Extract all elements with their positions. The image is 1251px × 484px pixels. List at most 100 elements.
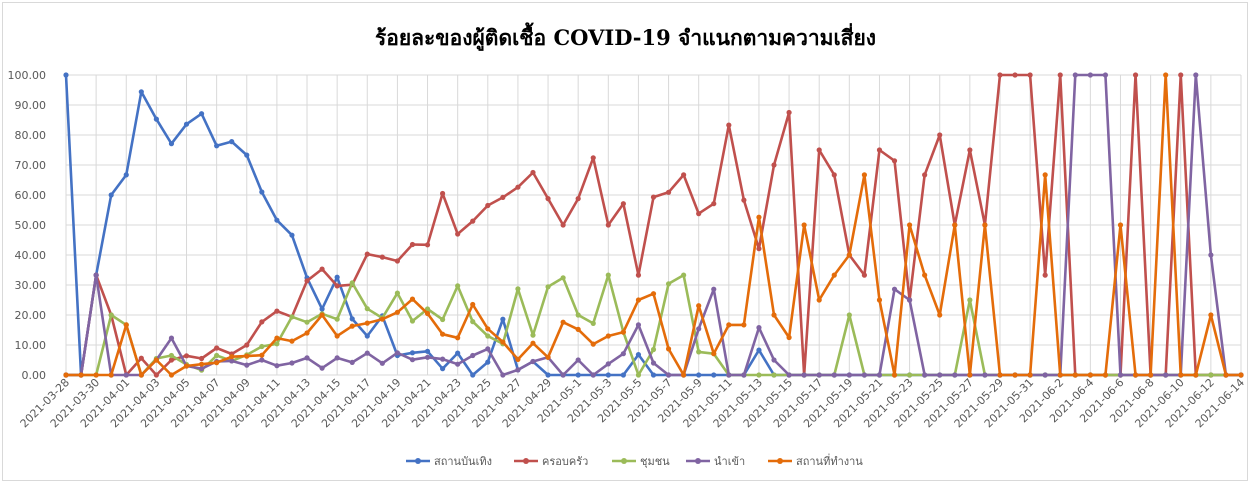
data-point bbox=[861, 272, 867, 278]
data-point bbox=[530, 332, 536, 338]
legend-entry: ครอบครัว bbox=[514, 455, 588, 468]
data-point bbox=[304, 278, 310, 284]
data-point bbox=[861, 172, 867, 178]
data-point bbox=[289, 360, 295, 366]
data-point bbox=[409, 357, 416, 363]
data-point bbox=[846, 252, 852, 258]
data-point bbox=[168, 357, 175, 363]
data-point bbox=[876, 372, 883, 378]
data-point bbox=[123, 172, 129, 178]
data-point bbox=[801, 222, 807, 228]
data-point bbox=[982, 372, 988, 378]
series-lines bbox=[63, 72, 1244, 378]
data-point bbox=[289, 232, 295, 238]
data-point bbox=[711, 372, 717, 378]
data-point bbox=[304, 355, 310, 361]
data-point bbox=[560, 319, 566, 325]
legend-label: สถานที่ทำงาน bbox=[796, 453, 863, 468]
legend-marker bbox=[523, 458, 529, 464]
data-point bbox=[455, 350, 461, 356]
data-point bbox=[1117, 222, 1124, 228]
data-point bbox=[63, 372, 69, 378]
data-point bbox=[334, 355, 340, 361]
data-point bbox=[334, 316, 340, 322]
data-point bbox=[153, 372, 159, 378]
data-point bbox=[304, 319, 310, 325]
data-point bbox=[1148, 372, 1154, 378]
data-point bbox=[635, 372, 642, 378]
data-point bbox=[635, 297, 642, 303]
data-point bbox=[605, 361, 611, 367]
data-point bbox=[455, 283, 461, 289]
data-point bbox=[560, 275, 566, 281]
data-point bbox=[816, 147, 822, 153]
data-point bbox=[364, 320, 370, 326]
data-point bbox=[922, 172, 928, 178]
data-point bbox=[108, 192, 114, 198]
data-point bbox=[93, 272, 99, 278]
data-point bbox=[575, 312, 581, 318]
legend-marker bbox=[621, 458, 627, 464]
data-point bbox=[665, 281, 672, 287]
data-point bbox=[681, 172, 687, 178]
data-point bbox=[756, 372, 762, 378]
data-point bbox=[665, 372, 672, 378]
y-axis: 0.00 10.00 20.00 30.00 40.00 50.00 60.00 70.00 8… bbox=[8, 69, 47, 382]
y-tick-label: 40.00 bbox=[15, 249, 47, 262]
data-point bbox=[304, 330, 310, 336]
data-point bbox=[741, 197, 747, 203]
data-point bbox=[590, 372, 596, 378]
data-point bbox=[846, 312, 852, 318]
x-axis: 2021-03-282021-03-302021-04-012021-04-03… bbox=[18, 376, 1247, 430]
data-point bbox=[455, 335, 461, 341]
data-point bbox=[545, 354, 551, 360]
data-point bbox=[364, 306, 370, 312]
data-point bbox=[816, 372, 822, 378]
data-point bbox=[334, 274, 340, 280]
data-point bbox=[831, 172, 837, 178]
y-tick-label: 80.00 bbox=[15, 129, 47, 142]
data-point bbox=[906, 372, 913, 378]
data-point bbox=[349, 280, 355, 286]
data-point bbox=[168, 352, 175, 359]
y-tick-label: 90.00 bbox=[15, 99, 47, 112]
data-point bbox=[500, 372, 506, 378]
chart-title: ร้อยละของผู้ติดเชื้อ COVID-19 จำแนกตามคว… bbox=[374, 25, 877, 50]
data-point bbox=[1027, 372, 1033, 378]
y-tick-label: 30.00 bbox=[15, 279, 47, 292]
data-point bbox=[952, 222, 958, 228]
data-point bbox=[214, 352, 220, 359]
data-point bbox=[440, 356, 446, 362]
data-point bbox=[379, 316, 385, 322]
data-point bbox=[229, 354, 235, 360]
data-point bbox=[696, 211, 702, 217]
data-point bbox=[515, 184, 521, 190]
data-point bbox=[922, 372, 928, 378]
data-point bbox=[515, 356, 521, 362]
data-point bbox=[906, 297, 913, 303]
data-point bbox=[424, 310, 431, 317]
data-point bbox=[138, 372, 144, 378]
data-point bbox=[470, 218, 476, 224]
data-point bbox=[153, 116, 159, 122]
data-point bbox=[756, 214, 762, 220]
data-point bbox=[530, 340, 536, 346]
series-3 bbox=[63, 72, 1244, 378]
data-point bbox=[816, 297, 822, 303]
data-point bbox=[696, 326, 702, 332]
data-point bbox=[650, 360, 657, 366]
data-point bbox=[394, 309, 401, 315]
data-point bbox=[319, 266, 325, 272]
data-point bbox=[153, 357, 159, 363]
data-point bbox=[545, 284, 551, 290]
data-point bbox=[198, 361, 205, 367]
data-point bbox=[244, 362, 250, 368]
data-point bbox=[741, 372, 747, 378]
y-tick-label: 100.00 bbox=[8, 69, 47, 82]
data-point bbox=[937, 312, 943, 318]
data-point bbox=[891, 158, 898, 164]
data-point bbox=[786, 109, 792, 116]
data-point bbox=[274, 217, 280, 223]
data-point bbox=[394, 350, 401, 356]
data-point bbox=[349, 316, 355, 322]
